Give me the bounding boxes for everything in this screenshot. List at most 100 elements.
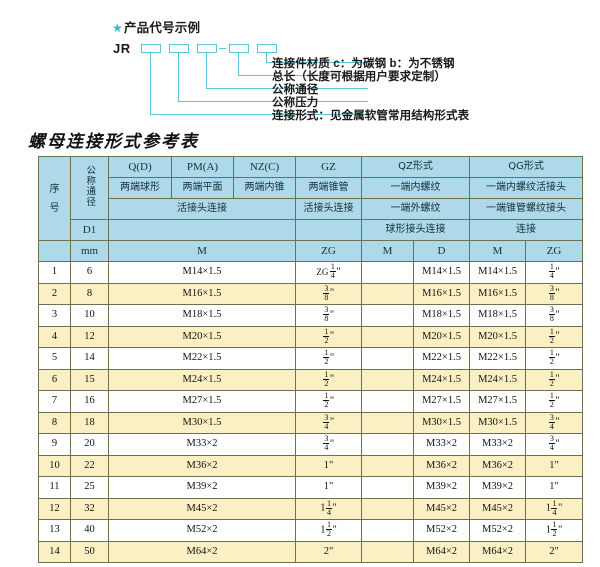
code-box-3 (197, 44, 217, 53)
cell-qz-m (361, 411, 414, 434)
cell-thread-m: M33×2 (108, 433, 296, 456)
cell-qz-m (361, 368, 414, 391)
cell-gz-zg: 1 2 " (295, 325, 362, 348)
leader-line-1-horizontal (266, 62, 368, 64)
cell-qz-d: M33×2 (412, 433, 471, 456)
cell-qz-m (361, 454, 414, 477)
cell-nominal-diameter: 12 (70, 325, 109, 348)
header-desc-nzc: 两端内锥 (233, 177, 296, 199)
cell-thread-m: M20×1.5 (108, 325, 296, 348)
cell-thread-m: M16×1.5 (108, 282, 296, 305)
cell-qz-d: M36×2 (412, 454, 471, 477)
cell-qg-zg: 3 8 " (525, 282, 584, 305)
cell-qz-d: M24×1.5 (412, 368, 471, 391)
cell-sequence: 10 (38, 454, 71, 477)
cell-nominal-diameter: 6 (70, 261, 109, 284)
code-box-5 (257, 44, 277, 53)
cell-nominal-diameter: 10 (70, 304, 109, 327)
cell-gz-zg: 1" (295, 454, 362, 477)
cell-sequence: 6 (38, 368, 71, 391)
cell-qz-d: M45×2 (412, 497, 471, 520)
cell-qg-m: M22×1.5 (469, 347, 527, 370)
cell-thread-m: M36×2 (108, 454, 296, 477)
header-row-units: mm M ZG M D M ZG (38, 240, 584, 262)
table-head: 序号 公称通径 Q(D) PM(A) NZ(C) GZ QZ形式 QG形式 两端… (38, 156, 584, 262)
cell-nominal-diameter: 32 (70, 497, 109, 520)
header-connect-qg: 连接 (469, 219, 584, 241)
cell-thread-m: M30×1.5 (108, 411, 296, 434)
table-row: 1 6 M14×1.5 ZG 1 4 " M14×1.5 M14×1.5 1 4 " (38, 261, 584, 284)
code-box-4 (229, 44, 249, 53)
cell-nominal-diameter: 25 (70, 476, 109, 499)
cell-nominal-diameter: 50 (70, 540, 109, 563)
cell-gz-zg: 3 4 " (295, 433, 362, 456)
product-code-diagram: ★产品代号示例 JR 连接件材质 c：为碳钢 b：为不锈钢 总长（长度可根据用户… (0, 0, 600, 130)
cell-qg-m: M52×2 (469, 519, 527, 542)
cell-qg-m: M36×2 (469, 454, 527, 477)
cell-qz-d: M20×1.5 (412, 325, 471, 348)
cell-gz-zg: 3 8 " (295, 304, 362, 327)
cell-gz-zg: 1 1 2 " (295, 519, 362, 542)
cell-qz-d: M52×2 (412, 519, 471, 542)
cell-qg-zg: 1 1 4 " (525, 497, 584, 520)
cell-nominal-diameter: 15 (70, 368, 109, 391)
nut-connection-reference-table: 序号 公称通径 Q(D) PM(A) NZ(C) GZ QZ形式 QG形式 两端… (38, 156, 584, 563)
header-connection-gz: 活接头连接 (295, 198, 362, 220)
table-row: 8 18 M30×1.5 3 4 " M30×1.5 M30×1.5 3 4 " (38, 411, 584, 434)
header-blank-gz (295, 219, 362, 241)
cell-qg-zg: 2" (525, 540, 584, 563)
code-separator-dash (219, 48, 226, 50)
cell-qg-m: M14×1.5 (469, 261, 527, 284)
cell-nominal-diameter: 22 (70, 454, 109, 477)
code-box-2 (169, 44, 189, 53)
cell-qz-d: M27×1.5 (412, 390, 471, 413)
cell-sequence: 14 (38, 540, 71, 563)
page-title: 螺母连接形式参考表 (28, 132, 199, 151)
star-icon: ★ (112, 21, 123, 35)
table-row: 13 40 M52×2 1 1 2 " M52×2 M52×2 1 1 2 " (38, 519, 584, 542)
product-code-title: ★产品代号示例 (112, 17, 200, 36)
cell-qg-m: M39×2 (469, 476, 527, 499)
cell-sequence: 5 (38, 347, 71, 370)
cell-qz-m (361, 325, 414, 348)
cell-qz-m (361, 540, 414, 563)
cell-qz-d: M16×1.5 (412, 282, 471, 305)
cell-gz-zg: 3 4 " (295, 411, 362, 434)
header-desc-pma: 两端平面 (171, 177, 234, 199)
cell-qg-zg: 1 4 " (525, 261, 584, 284)
header-group-qd: Q(D) (108, 156, 172, 178)
cell-qz-d: M30×1.5 (412, 411, 471, 434)
cell-qz-m (361, 433, 414, 456)
product-code-prefix: JR (113, 41, 131, 56)
header-connection-qpmnz: 活接头连接 (108, 198, 296, 220)
cell-qg-m: M64×2 (469, 540, 527, 563)
cell-qz-m (361, 390, 414, 413)
cell-sequence: 13 (38, 519, 71, 542)
leader-line-2-vertical (238, 53, 240, 76)
cell-nominal-diameter: 40 (70, 519, 109, 542)
callout-nominal-diameter: 公称通径 (272, 84, 319, 96)
cell-qg-m: M20×1.5 (469, 325, 527, 348)
table-row: 14 50 M64×2 2" M64×2 M64×2 2" (38, 540, 584, 563)
leader-line-2-horizontal (238, 75, 368, 77)
cell-gz-zg: 3 8 " (295, 282, 362, 305)
cell-qz-d: M64×2 (412, 540, 471, 563)
cell-nominal-diameter: 18 (70, 411, 109, 434)
cell-sequence: 11 (38, 476, 71, 499)
code-box-1 (141, 44, 161, 53)
cell-qz-d: M22×1.5 (412, 347, 471, 370)
cell-qg-zg: 1" (525, 476, 584, 499)
table-body: 1 6 M14×1.5 ZG 1 4 " M14×1.5 M14×1.5 1 4 " 2 8 M16×1.5… (38, 261, 584, 563)
header-row-connection: 活接头连接 活接头连接 一端外螺纹 一端锥管螺纹接头 (39, 198, 584, 220)
cell-qg-zg: 1 2 " (525, 347, 584, 370)
cell-qz-m (361, 282, 414, 305)
cell-qz-m (361, 497, 414, 520)
cell-qg-zg: 3 4 " (525, 433, 584, 456)
callout-total-length: 总长（长度可根据用户要求定制） (272, 71, 446, 83)
table-row: 9 20 M33×2 3 4 " M33×2 M33×2 3 4 " (38, 433, 584, 456)
cell-gz-zg: ZG 1 4 " (295, 261, 362, 284)
cell-nominal-diameter: 14 (70, 347, 109, 370)
cell-sequence: 4 (38, 325, 71, 348)
cell-nominal-diameter: 8 (70, 282, 109, 305)
cell-nominal-diameter: 16 (70, 390, 109, 413)
